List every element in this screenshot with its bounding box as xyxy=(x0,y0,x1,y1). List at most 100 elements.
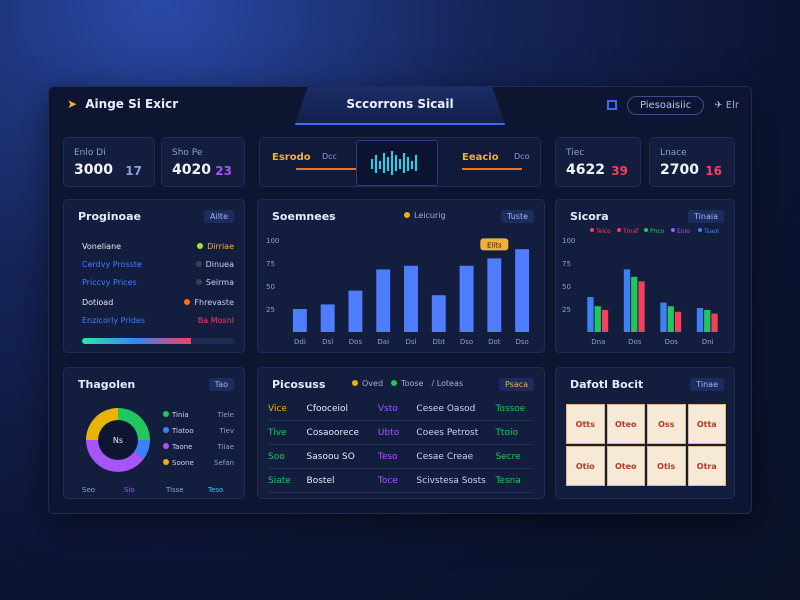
table-row[interactable]: Vice Cfooceiol Vsto Cesee Oasod Tossoe xyxy=(268,398,534,421)
bar[interactable] xyxy=(459,265,474,332)
table-cell: Vsto xyxy=(377,404,398,414)
x-tick-label: Dai xyxy=(377,338,389,346)
grid-icon[interactable] xyxy=(606,100,617,110)
row-value-wrap: Fhrevaste xyxy=(184,298,234,307)
heatmap-cell[interactable]: Otis xyxy=(647,446,686,486)
bar[interactable] xyxy=(487,258,502,332)
center-left-label: Esrodo xyxy=(272,152,311,163)
bar[interactable] xyxy=(587,297,594,332)
table-cell: Secre xyxy=(495,452,521,462)
row-label: Cerdvy Prosste xyxy=(82,259,142,269)
legend-dot xyxy=(644,228,648,232)
donut-slice[interactable] xyxy=(134,440,150,459)
bar[interactable] xyxy=(404,265,418,332)
bar[interactable] xyxy=(704,309,711,332)
table-cell: Tossoe xyxy=(495,404,526,414)
table-row[interactable]: Siate Bostel Toce Scivstesa Sosts Tesna xyxy=(268,470,534,493)
y-tick-label: 50 xyxy=(266,283,275,291)
chart-legend: Leicurig xyxy=(404,211,446,220)
bar[interactable] xyxy=(667,306,674,332)
highlight-label: Elits xyxy=(487,241,502,249)
y-tick-label: 100 xyxy=(266,237,279,245)
table-cell: Cesee Oasod xyxy=(416,404,476,414)
kpi-card-1[interactable]: Enlo Di 3000 17 xyxy=(63,137,155,187)
donut-center-label: Ns xyxy=(113,436,123,445)
table-tag[interactable]: Psaca xyxy=(498,378,534,391)
bar[interactable] xyxy=(674,311,682,332)
progress-tag[interactable]: Ailte xyxy=(204,210,234,223)
donut-slice[interactable] xyxy=(86,408,118,440)
legend-dot xyxy=(617,228,621,232)
donut-hole xyxy=(99,421,137,459)
legend-label: Taone xyxy=(171,443,192,451)
progress-bar xyxy=(82,338,234,344)
progress-card: Proginoae Ailte Voneliane Dirriae Cerdvy… xyxy=(63,199,245,353)
donut-tag[interactable]: Tao xyxy=(208,378,234,391)
row-label: Priccvy Prices xyxy=(82,277,137,287)
kpi-center: Esrodo Dcc Eeacio Dco xyxy=(259,137,541,187)
table-row[interactable]: Soo Sasoou SO Teso Cesae Creae Secre xyxy=(268,446,534,469)
y-tick-label: 75 xyxy=(266,260,275,268)
donut-slice[interactable] xyxy=(118,408,150,440)
grouped-chart-card: Sicora Tinaia Teico Tmaf Pnco Enio Tsaoi 100 7… xyxy=(555,199,735,353)
top-bar: ➤ Ainge Si Exicr Sccorrons Sicail Piesoa… xyxy=(49,87,751,125)
bar[interactable] xyxy=(348,290,363,332)
x-tick-label: Dos xyxy=(665,338,679,346)
chart-tag[interactable]: Tuste xyxy=(501,210,534,223)
heatmap-cell[interactable]: Otta xyxy=(687,404,726,444)
bar[interactable] xyxy=(320,304,335,332)
heatmap-card: Dafotl Bocit Tinae Otts Oteo Oss Otta Otio Ot… xyxy=(555,367,735,499)
table-cell: Scivstesa Sosts xyxy=(416,476,486,486)
heatmap-cell[interactable]: Otio xyxy=(566,446,605,486)
chart-tag[interactable]: Tinaia xyxy=(688,210,724,223)
table-cell: Toce xyxy=(377,476,398,486)
footer-label: Sio xyxy=(124,486,135,494)
legend-value: Tiele xyxy=(216,411,234,419)
kpi-card-3[interactable]: Tiec 4622 39 xyxy=(555,137,641,187)
bar[interactable] xyxy=(660,302,667,332)
table-cell: Soo xyxy=(268,452,285,462)
table-cell: Tesna xyxy=(495,476,521,486)
center-right-sub: Dco xyxy=(514,152,530,161)
heatmap-tag[interactable]: Tinae xyxy=(690,378,724,391)
bar[interactable] xyxy=(696,308,704,332)
legend-dot xyxy=(590,228,594,232)
heatmap-cell[interactable]: Otts xyxy=(566,404,605,444)
table-row[interactable]: Tive Cosaoorece Ubto Coees Petrost Ttoio xyxy=(268,422,534,445)
send-icon: ✈ xyxy=(714,99,723,111)
bar[interactable] xyxy=(711,313,718,332)
kpi-label: Sho Pe xyxy=(172,148,203,158)
kpi-card-2[interactable]: Sho Pe 4020 23 xyxy=(161,137,245,187)
bar[interactable] xyxy=(631,276,638,332)
table-cell: Ttoio xyxy=(495,428,518,438)
footer-label: Teso xyxy=(207,486,223,494)
legend-label: Enio xyxy=(677,228,690,235)
bar[interactable] xyxy=(594,306,601,332)
heatmap-cell[interactable]: Oteo xyxy=(606,446,645,486)
legend-dot xyxy=(163,427,169,433)
heatmap-cell[interactable]: Oss xyxy=(647,404,686,444)
bar-chart-svg: 100 75 50 25 Ddi Dsl Dos Dai Dsl Dbt Dso Dot Dso Elit… xyxy=(266,237,530,346)
y-tick-label: 25 xyxy=(562,306,571,314)
row-value-wrap: Ba Mosnl xyxy=(198,316,234,325)
kpi-card-4[interactable]: Lnace 2700 16 xyxy=(649,137,735,187)
legend-dot xyxy=(698,228,702,232)
legend-item: / Loteas xyxy=(431,379,464,388)
legend-dot xyxy=(163,443,169,449)
heatmap-cell[interactable]: Otra xyxy=(687,446,726,486)
settings-link[interactable]: ✈ Elr xyxy=(714,100,739,111)
donut-slice[interactable] xyxy=(86,440,144,472)
brand[interactable]: ➤ Ainge Si Exicr xyxy=(67,97,178,111)
bar[interactable] xyxy=(515,249,530,332)
bar[interactable] xyxy=(431,295,446,332)
bar[interactable] xyxy=(638,281,645,332)
bar[interactable] xyxy=(376,269,391,332)
legend-dot xyxy=(391,380,398,386)
bar[interactable] xyxy=(601,309,609,332)
heatmap-cell[interactable]: Oteo xyxy=(606,404,645,444)
bar[interactable] xyxy=(623,269,631,332)
grouped-chart-svg: Teico Tmaf Pnco Enio Tsaoi 100 75 50 25 Dna Dos Dos… xyxy=(562,228,719,346)
bar[interactable] xyxy=(292,309,307,332)
action-button[interactable]: Piesoaisiic xyxy=(626,95,705,115)
legend-label: Tsaoi xyxy=(703,228,719,235)
